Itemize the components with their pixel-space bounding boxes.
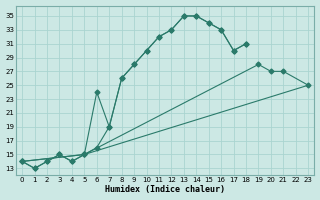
- X-axis label: Humidex (Indice chaleur): Humidex (Indice chaleur): [105, 185, 225, 194]
